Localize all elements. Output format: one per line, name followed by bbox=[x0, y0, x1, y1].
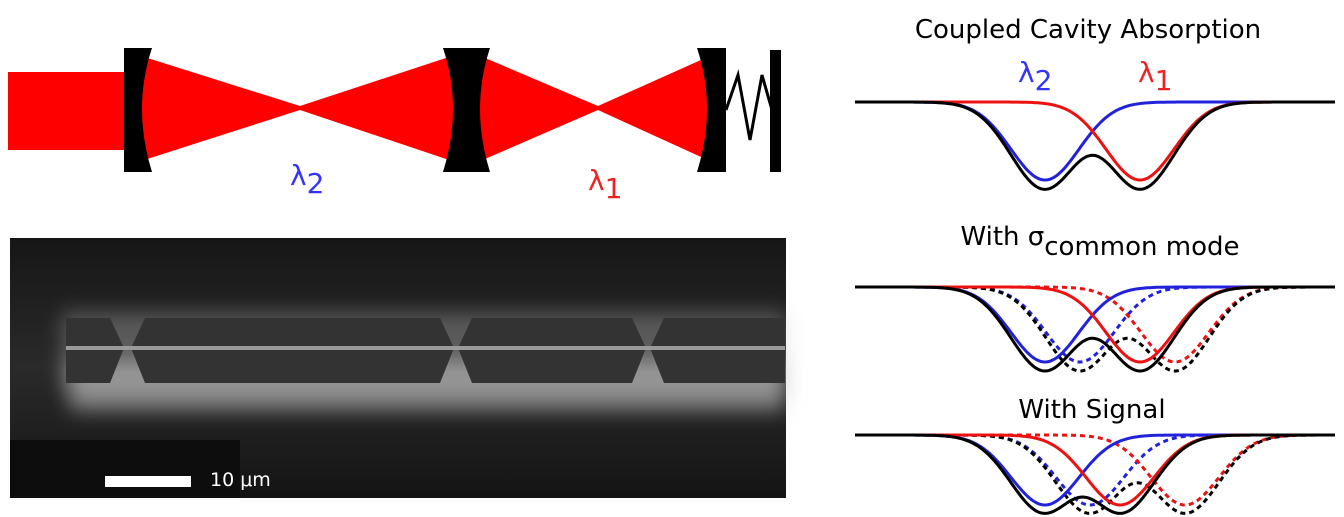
symbol: λ bbox=[1138, 56, 1155, 89]
scale-label: 10 μm bbox=[210, 469, 271, 491]
absorption-panels: Coupled Cavity Absorption λ2 λ1 With σco… bbox=[855, 15, 1335, 513]
lambda-label: λ2 bbox=[1018, 56, 1052, 97]
subscript: 2 bbox=[1035, 64, 1053, 97]
panel-title: Coupled Cavity Absorption bbox=[915, 15, 1261, 45]
absorption-curve bbox=[855, 435, 1335, 505]
absorption-curve bbox=[855, 435, 1335, 505]
absorption-curve bbox=[855, 287, 1335, 362]
beam-cavity-1 bbox=[478, 55, 712, 162]
sem-channel bbox=[66, 318, 785, 383]
beam-cavity-2 bbox=[138, 55, 455, 162]
lambda-label: λ2 bbox=[290, 159, 324, 200]
wall bbox=[770, 50, 781, 172]
panel-title: With Signal bbox=[1018, 395, 1165, 425]
subscript: 2 bbox=[307, 167, 325, 200]
sem-image: 10 μm bbox=[10, 238, 786, 498]
absorption-curve bbox=[855, 287, 1335, 371]
absorption-curve bbox=[855, 287, 1335, 371]
subscript: common mode bbox=[1044, 232, 1239, 262]
spring bbox=[726, 75, 772, 140]
lambda-label: λ1 bbox=[1138, 56, 1172, 97]
absorption-curve bbox=[855, 102, 1335, 189]
absorption-curve bbox=[855, 435, 1335, 505]
symbol: λ bbox=[588, 164, 605, 197]
absorption-curve bbox=[855, 287, 1335, 362]
cavity-diagram: λ2 λ1 bbox=[8, 48, 781, 205]
absorption-curve bbox=[855, 287, 1335, 362]
lambda-label: λ1 bbox=[588, 164, 622, 205]
symbol: λ bbox=[1018, 56, 1035, 89]
absorption-curve bbox=[855, 435, 1335, 505]
absorption-curve bbox=[855, 102, 1335, 180]
input-beam bbox=[8, 72, 133, 150]
absorption-curve bbox=[855, 435, 1335, 513]
scale-bar bbox=[105, 476, 191, 487]
absorption-curve bbox=[855, 287, 1335, 362]
sem-waveguide bbox=[66, 346, 785, 350]
symbol: λ bbox=[290, 159, 307, 192]
subscript: 1 bbox=[1155, 64, 1173, 97]
figure: λ2 λ1 10 μm Coupled Cavity Absorption λ2… bbox=[0, 0, 1344, 517]
absorption-curve bbox=[855, 102, 1335, 180]
subscript: 1 bbox=[605, 172, 623, 205]
scale-box bbox=[10, 440, 240, 498]
title-text: With σ bbox=[960, 222, 1044, 252]
panel-title: With σcommon mode bbox=[960, 222, 1239, 262]
